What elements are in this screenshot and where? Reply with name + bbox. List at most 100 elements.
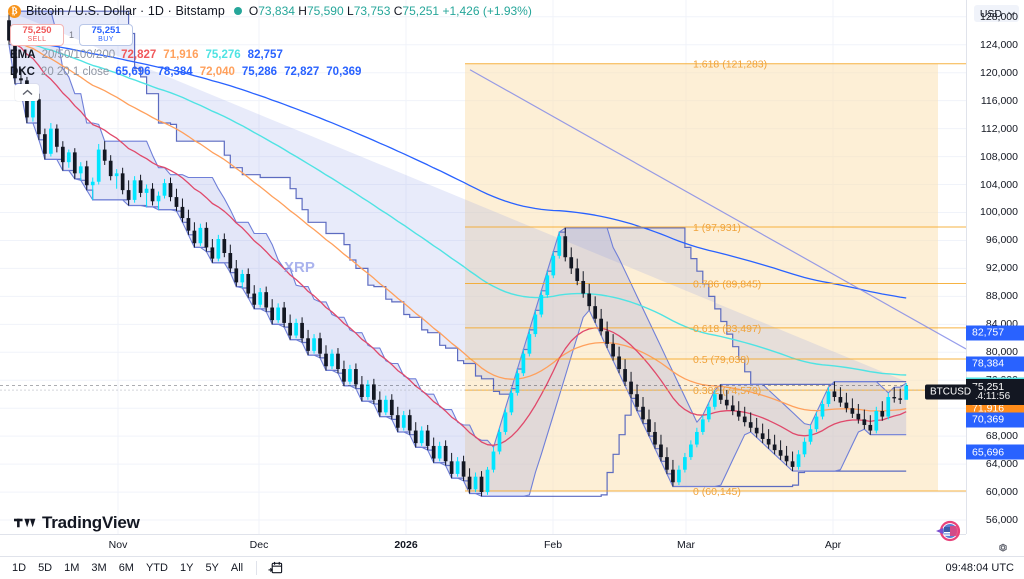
price-tick: 80,000: [985, 346, 1018, 359]
price-tick: 104,000: [980, 178, 1018, 191]
price-tag: 65,696: [966, 444, 1024, 460]
indicator-args: 20 20 1 close: [40, 65, 110, 78]
range-button-1d[interactable]: 1D: [12, 562, 27, 574]
high-label: H: [298, 4, 307, 18]
indicator-value: 65,696: [115, 65, 151, 78]
visibility-dot-icon[interactable]: [233, 7, 242, 15]
indicator-name: EMA: [10, 48, 36, 61]
order-quantity[interactable]: 1: [69, 29, 75, 40]
symbol-title[interactable]: Bitcoin / U.S. Dollar · 1D · Bitstamp: [26, 4, 225, 18]
flag-badge-icon: [936, 520, 961, 542]
price-tick: 120,000: [980, 66, 1018, 79]
range-button-1y[interactable]: 1Y: [179, 562, 194, 574]
fib-level-label: 0.786 (89,845): [693, 278, 761, 290]
range-button-all[interactable]: All: [230, 562, 244, 574]
brand-name: TradingView: [42, 513, 140, 532]
symbol-row[interactable]: ₿ Bitcoin / U.S. Dollar · 1D · Bitstamp …: [0, 0, 700, 20]
indicator-value: 72,827: [284, 65, 320, 78]
clock-label: 09:48:04 UTC: [945, 562, 1014, 574]
price-tick: 100,000: [980, 206, 1018, 219]
indicator-args: 20/50/100/200: [41, 48, 116, 61]
range-button-6m[interactable]: 6M: [118, 562, 134, 574]
range-button-ytd[interactable]: YTD: [145, 562, 168, 574]
chart-canvas[interactable]: 1.618 (121,283) 1 (97,931) 0.786 (89,845) 0…: [0, 0, 966, 534]
price-tag: 78,384: [966, 356, 1024, 372]
indicator-legend-row[interactable]: EMA 20/50/100/200 72,827 71,916 75,276 82,757: [0, 46, 700, 63]
buy-label: BUY: [98, 35, 114, 43]
price-tick: 88,000: [985, 290, 1018, 303]
time-tick: Mar: [676, 539, 696, 551]
collapse-legend-button[interactable]: [15, 84, 39, 101]
sell-price: 75,250: [22, 25, 52, 37]
fib-level-label: 0.5 (79,038): [693, 354, 750, 366]
time-axis[interactable]: Nov Dec 2026 Feb Mar Apr: [0, 534, 966, 556]
chart-plot-area[interactable]: 1.618 (121,283) 1 (97,931) 0.786 (89,845) 0…: [0, 0, 966, 534]
chevron-down-icon: [1008, 11, 1015, 16]
buy-button[interactable]: 75,251 BUY: [79, 23, 134, 46]
tradingview-logo-icon: [14, 518, 36, 528]
fib-level-label: 0 (60,145): [693, 486, 741, 498]
range-selector: 1D 5D 1M 3M 6M YTD 1Y 5Y All: [0, 560, 249, 576]
price-tag: 70,369: [966, 412, 1024, 428]
indicator-value: 71,916: [163, 48, 199, 61]
toolbar-divider: [256, 561, 258, 575]
current-price: 75,251: [972, 380, 1005, 393]
chart-legend: ₿ Bitcoin / U.S. Dollar · 1D · Bitstamp …: [0, 0, 700, 80]
open-value: 73,834: [258, 4, 295, 18]
buy-price: 75,251: [91, 25, 121, 37]
indicator-value: 82,757: [247, 48, 283, 61]
close-value: 75,251: [402, 4, 440, 18]
price-axis[interactable]: USD 128,000 124,000 120,000 116,000 112,000 1…: [966, 0, 1024, 534]
bottom-toolbar: 1D 5D 1M 3M 6M YTD 1Y 5Y All 09:48:04 UTC: [0, 556, 1024, 579]
indicator-legend-row[interactable]: DKC 20 20 1 close 65,696 78,384 72,040 75,286…: [0, 63, 700, 80]
high-value: 75,590: [306, 4, 344, 18]
sell-label: SELL: [27, 35, 47, 43]
bitcoin-icon: ₿: [8, 4, 21, 18]
range-button-1m[interactable]: 1M: [64, 562, 80, 574]
price-tick: 64,000: [985, 458, 1018, 471]
time-tick: 2026: [394, 539, 418, 551]
tradingview-brand: TradingView: [14, 513, 140, 533]
chart-watermark-badge: [930, 519, 964, 543]
range-button-3m[interactable]: 3M: [91, 562, 107, 574]
order-buttons: 75,250 SELL 1 75,251 BUY: [0, 20, 700, 46]
price-tick: 56,000: [985, 514, 1018, 527]
price-tick: 92,000: [985, 262, 1018, 275]
price-tick: 112,000: [980, 122, 1018, 135]
countdown-timer: 14:11:56: [972, 391, 1011, 403]
price-tick: 116,000: [980, 94, 1018, 107]
indicator-value: 75,286: [241, 65, 278, 78]
sell-button[interactable]: 75,250 SELL: [10, 23, 64, 46]
fib-level-label: 0.618 (83,497): [693, 323, 761, 335]
calendar-icon: [268, 561, 283, 573]
low-label: L: [347, 4, 354, 18]
fib-level-label: 1 (97,931): [693, 222, 741, 234]
change-value: +1,426 (+1.93%): [442, 4, 532, 18]
indicator-legend-list: EMA 20/50/100/200 72,827 71,916 75,276 82,757…: [0, 46, 700, 80]
low-value: 73,753: [353, 4, 391, 18]
symbol-price-tag: BTCUSD: [925, 384, 977, 400]
price-tick: 124,000: [980, 38, 1018, 51]
indicator-value: 75,276: [205, 48, 241, 61]
range-button-5y[interactable]: 5Y: [205, 562, 219, 574]
indicator-value: 72,827: [121, 48, 157, 61]
indicator-value: 70,369: [326, 65, 362, 78]
price-tick: 96,000: [985, 234, 1018, 247]
time-tick: Apr: [824, 539, 842, 551]
price-tag: 82,757: [966, 325, 1024, 341]
time-tick: Feb: [543, 539, 563, 551]
chart-watermark: XRP: [284, 259, 315, 276]
currency-selector[interactable]: USD: [973, 5, 1019, 22]
close-label: C: [393, 4, 403, 18]
chart-settings-button[interactable]: [996, 540, 1010, 554]
candlestick-series: [7, 11, 909, 497]
calendar-button[interactable]: [264, 561, 287, 576]
currency-label: USD: [979, 7, 1002, 20]
gear-icon: [999, 543, 1007, 552]
price-tick: 68,000: [985, 430, 1018, 443]
open-label: O: [248, 4, 259, 18]
range-button-5d[interactable]: 5D: [38, 562, 53, 574]
ohlc-values: O73,834 H75,590 L73,753 C75,251 +1,426 (…: [249, 4, 532, 18]
time-tick: Dec: [249, 539, 269, 551]
